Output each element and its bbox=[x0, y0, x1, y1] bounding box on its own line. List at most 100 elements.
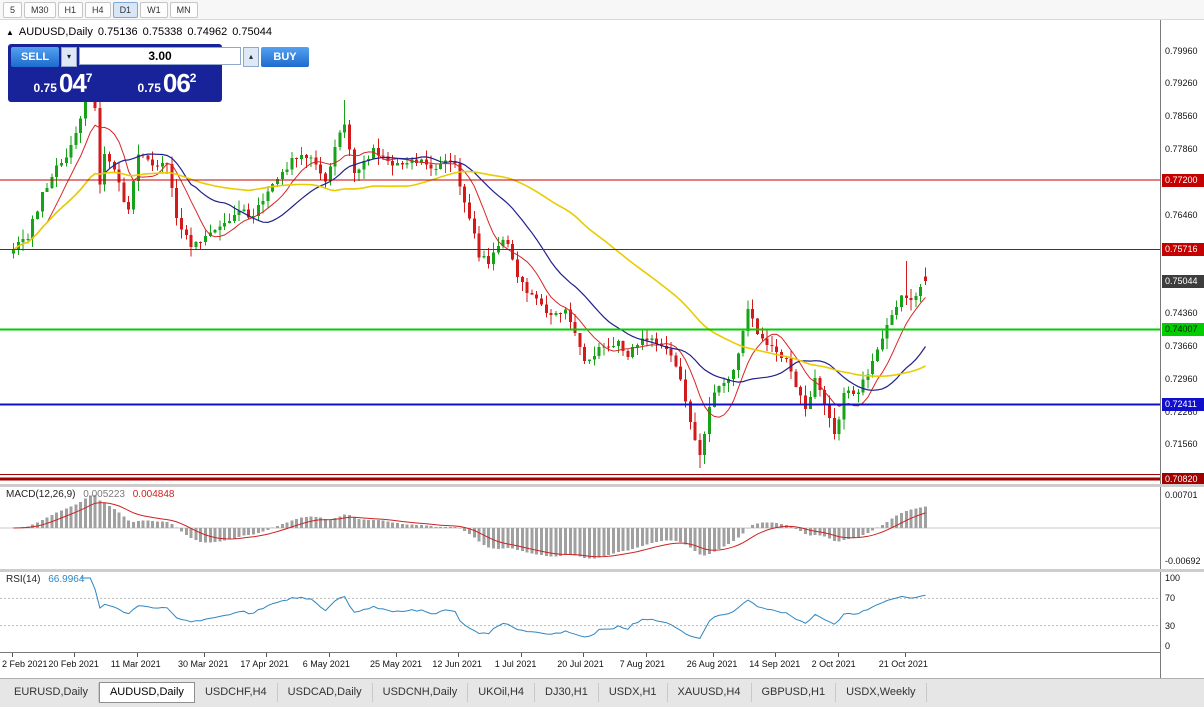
timeframe-button-m30[interactable]: M30 bbox=[24, 2, 56, 18]
buy-price-big: 06 bbox=[162, 68, 191, 98]
one-click-trading-panel: SELL ▾ ▴ BUY 0.75 04 7 0.75 06 2 bbox=[8, 44, 309, 102]
collapse-icon[interactable]: ▲ bbox=[6, 28, 14, 37]
chart-tab-usdx-weekly[interactable]: USDX,Weekly bbox=[836, 683, 927, 702]
time-axis-label: 1 Jul 2021 bbox=[494, 659, 537, 669]
price-level-badge: 0.72411 bbox=[1162, 398, 1204, 411]
chart-tab-audusd-daily[interactable]: AUDUSD,Daily bbox=[98, 682, 195, 703]
time-axis-label: 2 Oct 2021 bbox=[811, 659, 856, 669]
time-axis-tick bbox=[136, 653, 138, 657]
time-axis-tick bbox=[904, 653, 906, 657]
time-axis[interactable]: 2 Feb 2021 20 Feb 2021 11 Mar 2021 30 Mar 2… bbox=[0, 652, 1160, 679]
buy-button[interactable]: BUY bbox=[261, 47, 309, 67]
chart-tab-ukoil-h4[interactable]: UKOil,H4 bbox=[468, 683, 536, 702]
chart-tab-usdcnh-daily[interactable]: USDCNH,Daily bbox=[373, 683, 469, 702]
price-axis-label: 0.79260 bbox=[1165, 78, 1198, 88]
rsi-axis-label: 100 bbox=[1165, 573, 1181, 583]
time-axis-label: 12 Jun 2021 bbox=[432, 659, 482, 669]
price-level-badge: 0.74007 bbox=[1162, 323, 1204, 336]
time-axis-label: 20 Jul 2021 bbox=[557, 659, 604, 669]
buy-price-sup: 2 bbox=[189, 71, 197, 85]
sell-price-big: 04 bbox=[58, 68, 87, 98]
time-axis-tick bbox=[775, 653, 777, 657]
sell-price-prefix: 0.75 bbox=[33, 81, 57, 95]
price-level-badge: 0.70820 bbox=[1162, 473, 1204, 486]
macd-indicator-label: MACD(12,26,9) 0.005223 0.004848 bbox=[6, 489, 174, 500]
chart-tab-bar: EURUSD,Daily AUDUSD,Daily USDCHF,H4 USDCAD,… bbox=[0, 678, 1204, 707]
chart-tab-gbpusd-h1[interactable]: GBPUSD,H1 bbox=[752, 683, 837, 702]
time-axis-label: 30 Mar 2021 bbox=[178, 659, 229, 669]
time-axis-label: 21 Oct 2021 bbox=[878, 659, 928, 669]
macd-panel: MACD(12,26,9) 0.005223 0.004848 bbox=[0, 487, 1160, 569]
time-axis-label: 25 May 2021 bbox=[370, 659, 423, 669]
chart-tab-usdchf-h4[interactable]: USDCHF,H4 bbox=[195, 683, 278, 702]
macd-axis-label: -0.00692 bbox=[1165, 556, 1201, 566]
macd-signal-value: 0.004848 bbox=[132, 489, 175, 500]
price-axis-label: 0.74360 bbox=[1165, 308, 1198, 318]
rsi-canvas[interactable] bbox=[0, 572, 1160, 652]
price-axis-label: 0.72260 bbox=[1165, 407, 1198, 417]
price-axis-label: 0.77860 bbox=[1165, 144, 1198, 154]
price-level-badge: 0.75716 bbox=[1162, 243, 1204, 256]
chart-tab-eurusd-daily[interactable]: EURUSD,Daily bbox=[4, 683, 99, 702]
macd-axis-label: 0.00701 bbox=[1165, 490, 1198, 500]
time-axis-label: 11 Mar 2021 bbox=[110, 659, 161, 669]
price-axis-label: 0.71560 bbox=[1165, 439, 1198, 449]
panel-splitter-macd[interactable] bbox=[0, 484, 1204, 487]
panel-splitter-rsi[interactable] bbox=[0, 569, 1204, 572]
chart-tab-usdx-h1[interactable]: USDX,H1 bbox=[599, 683, 668, 702]
timeframe-button-d1[interactable]: D1 bbox=[112, 2, 139, 18]
quote-open: 0.75136 bbox=[97, 26, 138, 38]
chart-title: ▲ AUDUSD,Daily 0.75136 0.75338 0.74962 0.7504… bbox=[6, 26, 277, 38]
chart-window: ▲ AUDUSD,Daily 0.75136 0.75338 0.74962 0.7504… bbox=[0, 20, 1204, 679]
time-axis-label: 6 May 2021 bbox=[302, 659, 350, 669]
time-axis-label: 2 Feb 2021 bbox=[2, 659, 48, 669]
chart-tab-usdcad-daily[interactable]: USDCAD,Daily bbox=[278, 683, 373, 702]
buy-price: 0.75 06 2 bbox=[115, 68, 219, 99]
time-axis-label: 14 Sep 2021 bbox=[749, 659, 801, 669]
rsi-panel: RSI(14) 66.9964 bbox=[0, 572, 1160, 652]
timeframe-toolbar: 5 M30 H1 H4 D1 W1 MN bbox=[0, 0, 1204, 20]
macd-main-value: 0.005223 bbox=[83, 489, 125, 500]
volume-input[interactable] bbox=[79, 47, 241, 65]
chart-tab-xauusd-h4[interactable]: XAUUSD,H4 bbox=[668, 683, 752, 702]
price-axis-label: 0.78560 bbox=[1165, 111, 1198, 121]
macd-name: MACD(12,26,9) bbox=[6, 489, 76, 500]
timeframe-button-h4[interactable]: H4 bbox=[85, 2, 111, 18]
rsi-axis-label: 30 bbox=[1165, 621, 1176, 631]
timeframe-button-w1[interactable]: W1 bbox=[140, 2, 168, 18]
time-axis-label: 20 Feb 2021 bbox=[48, 659, 99, 669]
time-axis-tick bbox=[837, 653, 839, 657]
volume-decrease-button[interactable]: ▾ bbox=[61, 47, 77, 67]
quote-high: 0.75338 bbox=[142, 26, 183, 38]
symbol-label: AUDUSD,Daily bbox=[18, 26, 93, 38]
time-axis-tick bbox=[266, 653, 268, 657]
buy-price-prefix: 0.75 bbox=[137, 81, 161, 95]
time-axis-tick bbox=[328, 653, 330, 657]
price-axis-label: 0.72960 bbox=[1165, 374, 1198, 384]
time-axis-label: 17 Apr 2021 bbox=[240, 659, 289, 669]
rsi-indicator-label: RSI(14) 66.9964 bbox=[6, 574, 84, 585]
time-axis-tick bbox=[396, 653, 397, 657]
price-axis[interactable]: 0.79960 0.79260 0.78560 0.77860 0.76460 0.743… bbox=[1160, 20, 1204, 678]
volume-increase-button[interactable]: ▴ bbox=[243, 47, 259, 67]
sell-price-sup: 7 bbox=[85, 71, 93, 85]
price-level-badge: 0.77200 bbox=[1162, 174, 1204, 187]
chart-tab-dj30-h1[interactable]: DJ30,H1 bbox=[535, 683, 599, 702]
time-axis-tick bbox=[458, 653, 460, 657]
time-axis-tick bbox=[74, 653, 76, 657]
rsi-axis-label: 70 bbox=[1165, 593, 1176, 603]
macd-canvas[interactable] bbox=[0, 487, 1160, 569]
price-level-badge: 0.75044 bbox=[1162, 275, 1204, 288]
rsi-name: RSI(14) bbox=[6, 574, 41, 585]
time-axis-tick bbox=[645, 653, 647, 657]
price-axis-label: 0.73660 bbox=[1165, 341, 1198, 351]
sell-button[interactable]: SELL bbox=[11, 47, 59, 67]
timeframe-button-5[interactable]: 5 bbox=[3, 2, 23, 18]
time-axis-label: 7 Aug 2021 bbox=[619, 659, 666, 669]
time-axis-label: 26 Aug 2021 bbox=[686, 659, 738, 669]
timeframe-button-mn[interactable]: MN bbox=[169, 2, 198, 18]
timeframe-button-h1[interactable]: H1 bbox=[57, 2, 84, 18]
price-axis-label: 0.79960 bbox=[1165, 46, 1198, 56]
time-axis-tick bbox=[583, 653, 585, 657]
